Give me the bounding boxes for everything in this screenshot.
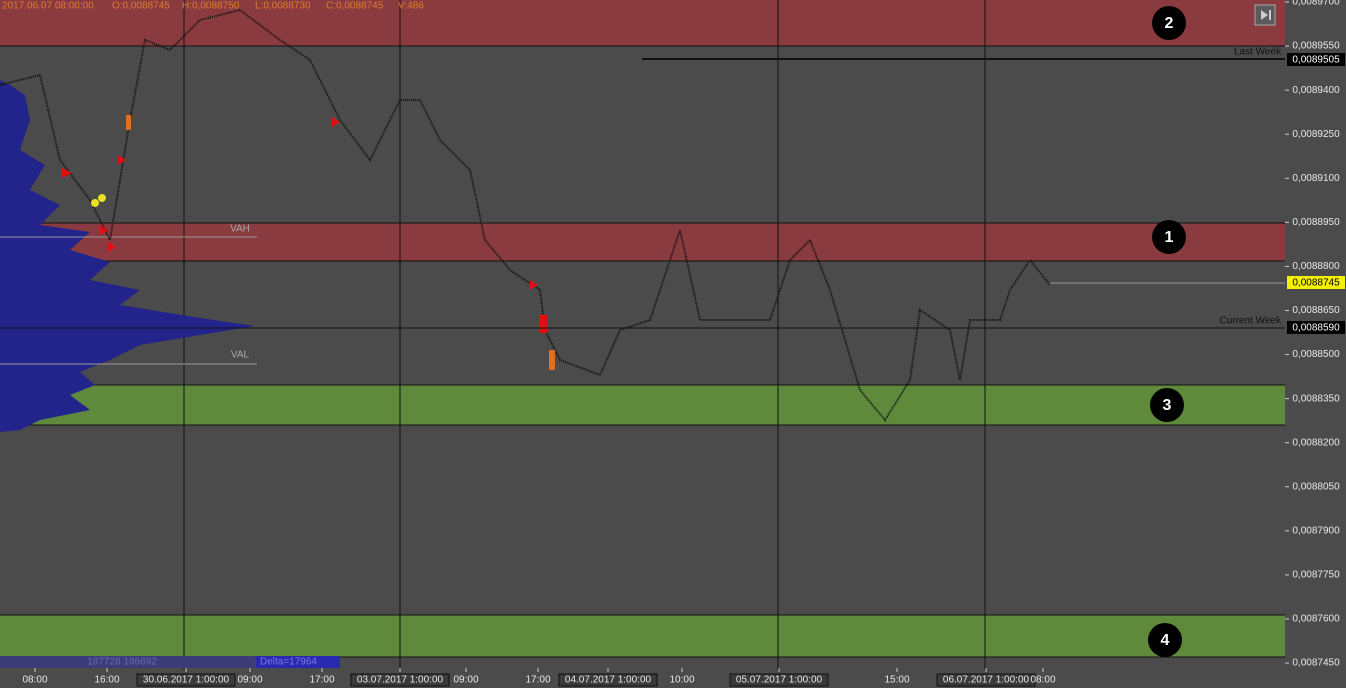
time-label: 08:00 [1030,675,1055,686]
resistance-zone [0,223,1285,261]
support-zone [0,385,1285,425]
ohlcv-field: V:486 [398,1,424,12]
current-week-label: Current Week [1219,316,1282,327]
volume-box [0,656,255,668]
time-label: 05.07.2017 1:00:00 [736,675,823,686]
price-clusters [0,8,1051,422]
price-label: 0,0087750 [1292,570,1340,581]
price-label: 0,0089550 [1292,41,1340,52]
date-box [936,673,1036,687]
price-label: 0,0088350 [1292,393,1340,404]
price-label: 0,0088050 [1292,481,1340,492]
volume-profile [0,80,255,432]
scroll-to-end-button[interactable] [1254,4,1276,26]
zone-badge [1148,623,1182,657]
time-label: 16:00 [94,675,119,686]
date-box [136,673,236,687]
zone-number: 1 [1165,229,1174,246]
ohlcv-field: L:0,0088730 [255,1,311,12]
ohlcv-field: H:0,0088750 [182,1,240,12]
time-label: 10:00 [669,675,694,686]
zone-number: 3 [1163,397,1172,414]
ohlcv-field: O:0,0088745 [112,1,170,12]
ohlcv-field: C:0,0088745 [326,1,384,12]
current-week-price: 0,0088590 [1292,323,1340,334]
imbalance-markers [62,115,555,370]
last-week-label: Last Week [1234,47,1282,58]
time-label: 30.06.2017 1:00:00 [143,675,230,686]
price-label: 0,0089700 [1292,0,1340,8]
price-label: 0,0087900 [1292,525,1340,536]
price-label: 0,0089250 [1292,129,1340,140]
time-label: 17:00 [525,675,550,686]
support-zone [0,615,1285,657]
time-label: 06.07.2017 1:00:00 [943,675,1030,686]
price-tag [1287,276,1345,289]
time-label: 03.07.2017 1:00:00 [357,675,444,686]
time-label: 09:00 [453,675,478,686]
last-week-price: 0,0089505 [1292,55,1340,66]
zone-number: 2 [1165,15,1174,32]
session-lines [183,0,986,670]
price-label: 0,0087450 [1292,658,1340,669]
time-label: 09:00 [237,675,262,686]
zone-badge [1150,388,1184,422]
price-axis [1285,0,1346,688]
time-label: 08:00 [22,675,47,686]
zone-badge [1152,6,1186,40]
ohlcv-field: 2017.06.07 08:00:00 [2,1,94,12]
price-tag [1287,53,1345,66]
date-box [558,673,658,687]
price-label: 0,0088650 [1292,305,1340,316]
price-label: 0,0088800 [1292,261,1340,272]
price-label: 0,0087600 [1292,614,1340,625]
vah-label: VAH [230,224,250,235]
price-label: 0,0088950 [1292,217,1340,228]
delta-value: Delta=17964 [260,657,317,668]
delta-box [256,656,340,668]
resistance-zone [0,0,1285,46]
val-label: VAL [231,350,250,361]
date-box [350,673,450,687]
price-label: 0,0088200 [1292,437,1340,448]
volume-values: 187728 186692 [87,657,157,668]
price-label: 0,0089100 [1292,173,1340,184]
zone-number: 4 [1161,632,1170,649]
zone-badge [1152,220,1186,254]
time-label: 17:00 [309,675,334,686]
price-tag [1287,321,1345,334]
current-price: 0,0088745 [1292,278,1340,289]
time-label: 04.07.2017 1:00:00 [565,675,652,686]
price-label: 0,0089400 [1292,85,1340,96]
zone-borders [0,45,1285,658]
date-box [729,673,829,687]
time-label: 15:00 [884,675,909,686]
price-label: 0,0088500 [1292,349,1340,360]
